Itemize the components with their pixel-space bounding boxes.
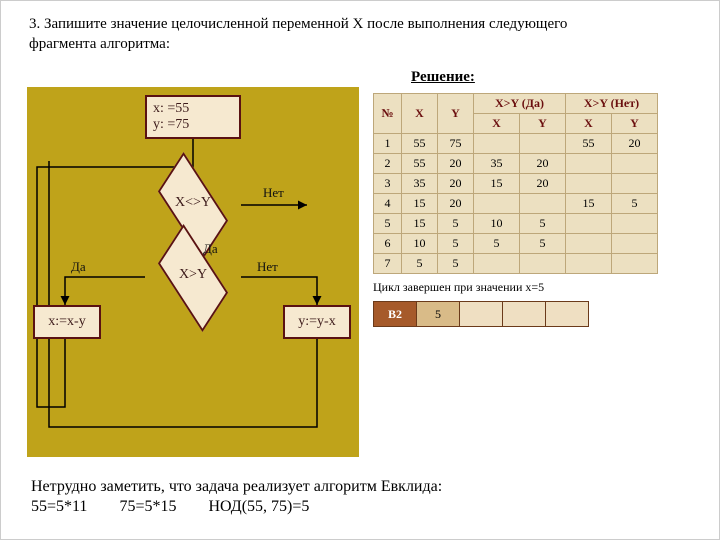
node-init: x: =55 y: =75 — [145, 95, 241, 139]
trace-table: №XYX>Y (Да)X>Y (Нет)XYXY1557555202552035… — [373, 93, 658, 274]
table-row: 755 — [374, 254, 658, 274]
bottom-line1: Нетрудно заметить, что задача реализует … — [31, 478, 442, 495]
answer-empty — [546, 302, 589, 327]
task-line1: 3. Запишите значение целочисленной перем… — [29, 16, 567, 32]
edge-yes-2: Да — [71, 259, 86, 275]
table-row: 41520155 — [374, 194, 658, 214]
bottom-note: Нетрудно заметить, что задача реализует … — [31, 477, 691, 517]
solution-label: Решение: — [411, 69, 475, 86]
answer-value: 5 — [417, 302, 460, 327]
trace-area: №XYX>Y (Да)X>Y (Нет)XYXY1557555202552035… — [373, 93, 658, 327]
task-text: 3. Запишите значение целочисленной перем… — [29, 15, 691, 54]
page: 3. Запишите значение целочисленной перем… — [0, 0, 720, 540]
bottom-a: 55=5*11 — [31, 498, 87, 515]
cycle-note: Цикл завершен при значении х=5 — [373, 280, 658, 295]
node-assign-y: y:=y-x — [283, 305, 351, 339]
table-row: 255203520 — [374, 154, 658, 174]
table-row: 5155105 — [374, 214, 658, 234]
answer-row: В2 5 — [374, 302, 589, 327]
assign-x-label: x:=x-y — [48, 314, 85, 330]
node-assign-x: x:=x-y — [33, 305, 101, 339]
answer-empty — [503, 302, 546, 327]
answer-empty — [460, 302, 503, 327]
flowchart: x: =55 y: =75 X<>Y X>Y x:=x-y y:=y-x Нет… — [27, 87, 359, 457]
answer-head: В2 — [374, 302, 417, 327]
task-line2: фрагмента алгоритма: — [29, 36, 170, 52]
table-row: 610555 — [374, 234, 658, 254]
bottom-b: 75=5*15 — [119, 498, 176, 515]
table-row: 335201520 — [374, 174, 658, 194]
init-line1: x: =55 — [153, 101, 189, 117]
edge-no-2: Нет — [257, 259, 278, 275]
init-line2: y: =75 — [153, 117, 189, 133]
table-row: 155755520 — [374, 134, 658, 154]
edge-yes-1: Да — [203, 241, 218, 257]
answer-table: В2 5 — [373, 301, 589, 327]
bottom-c: НОД(55, 75)=5 — [208, 498, 309, 515]
assign-y-label: y:=y-x — [298, 314, 335, 330]
edge-no-1: Нет — [263, 185, 284, 201]
